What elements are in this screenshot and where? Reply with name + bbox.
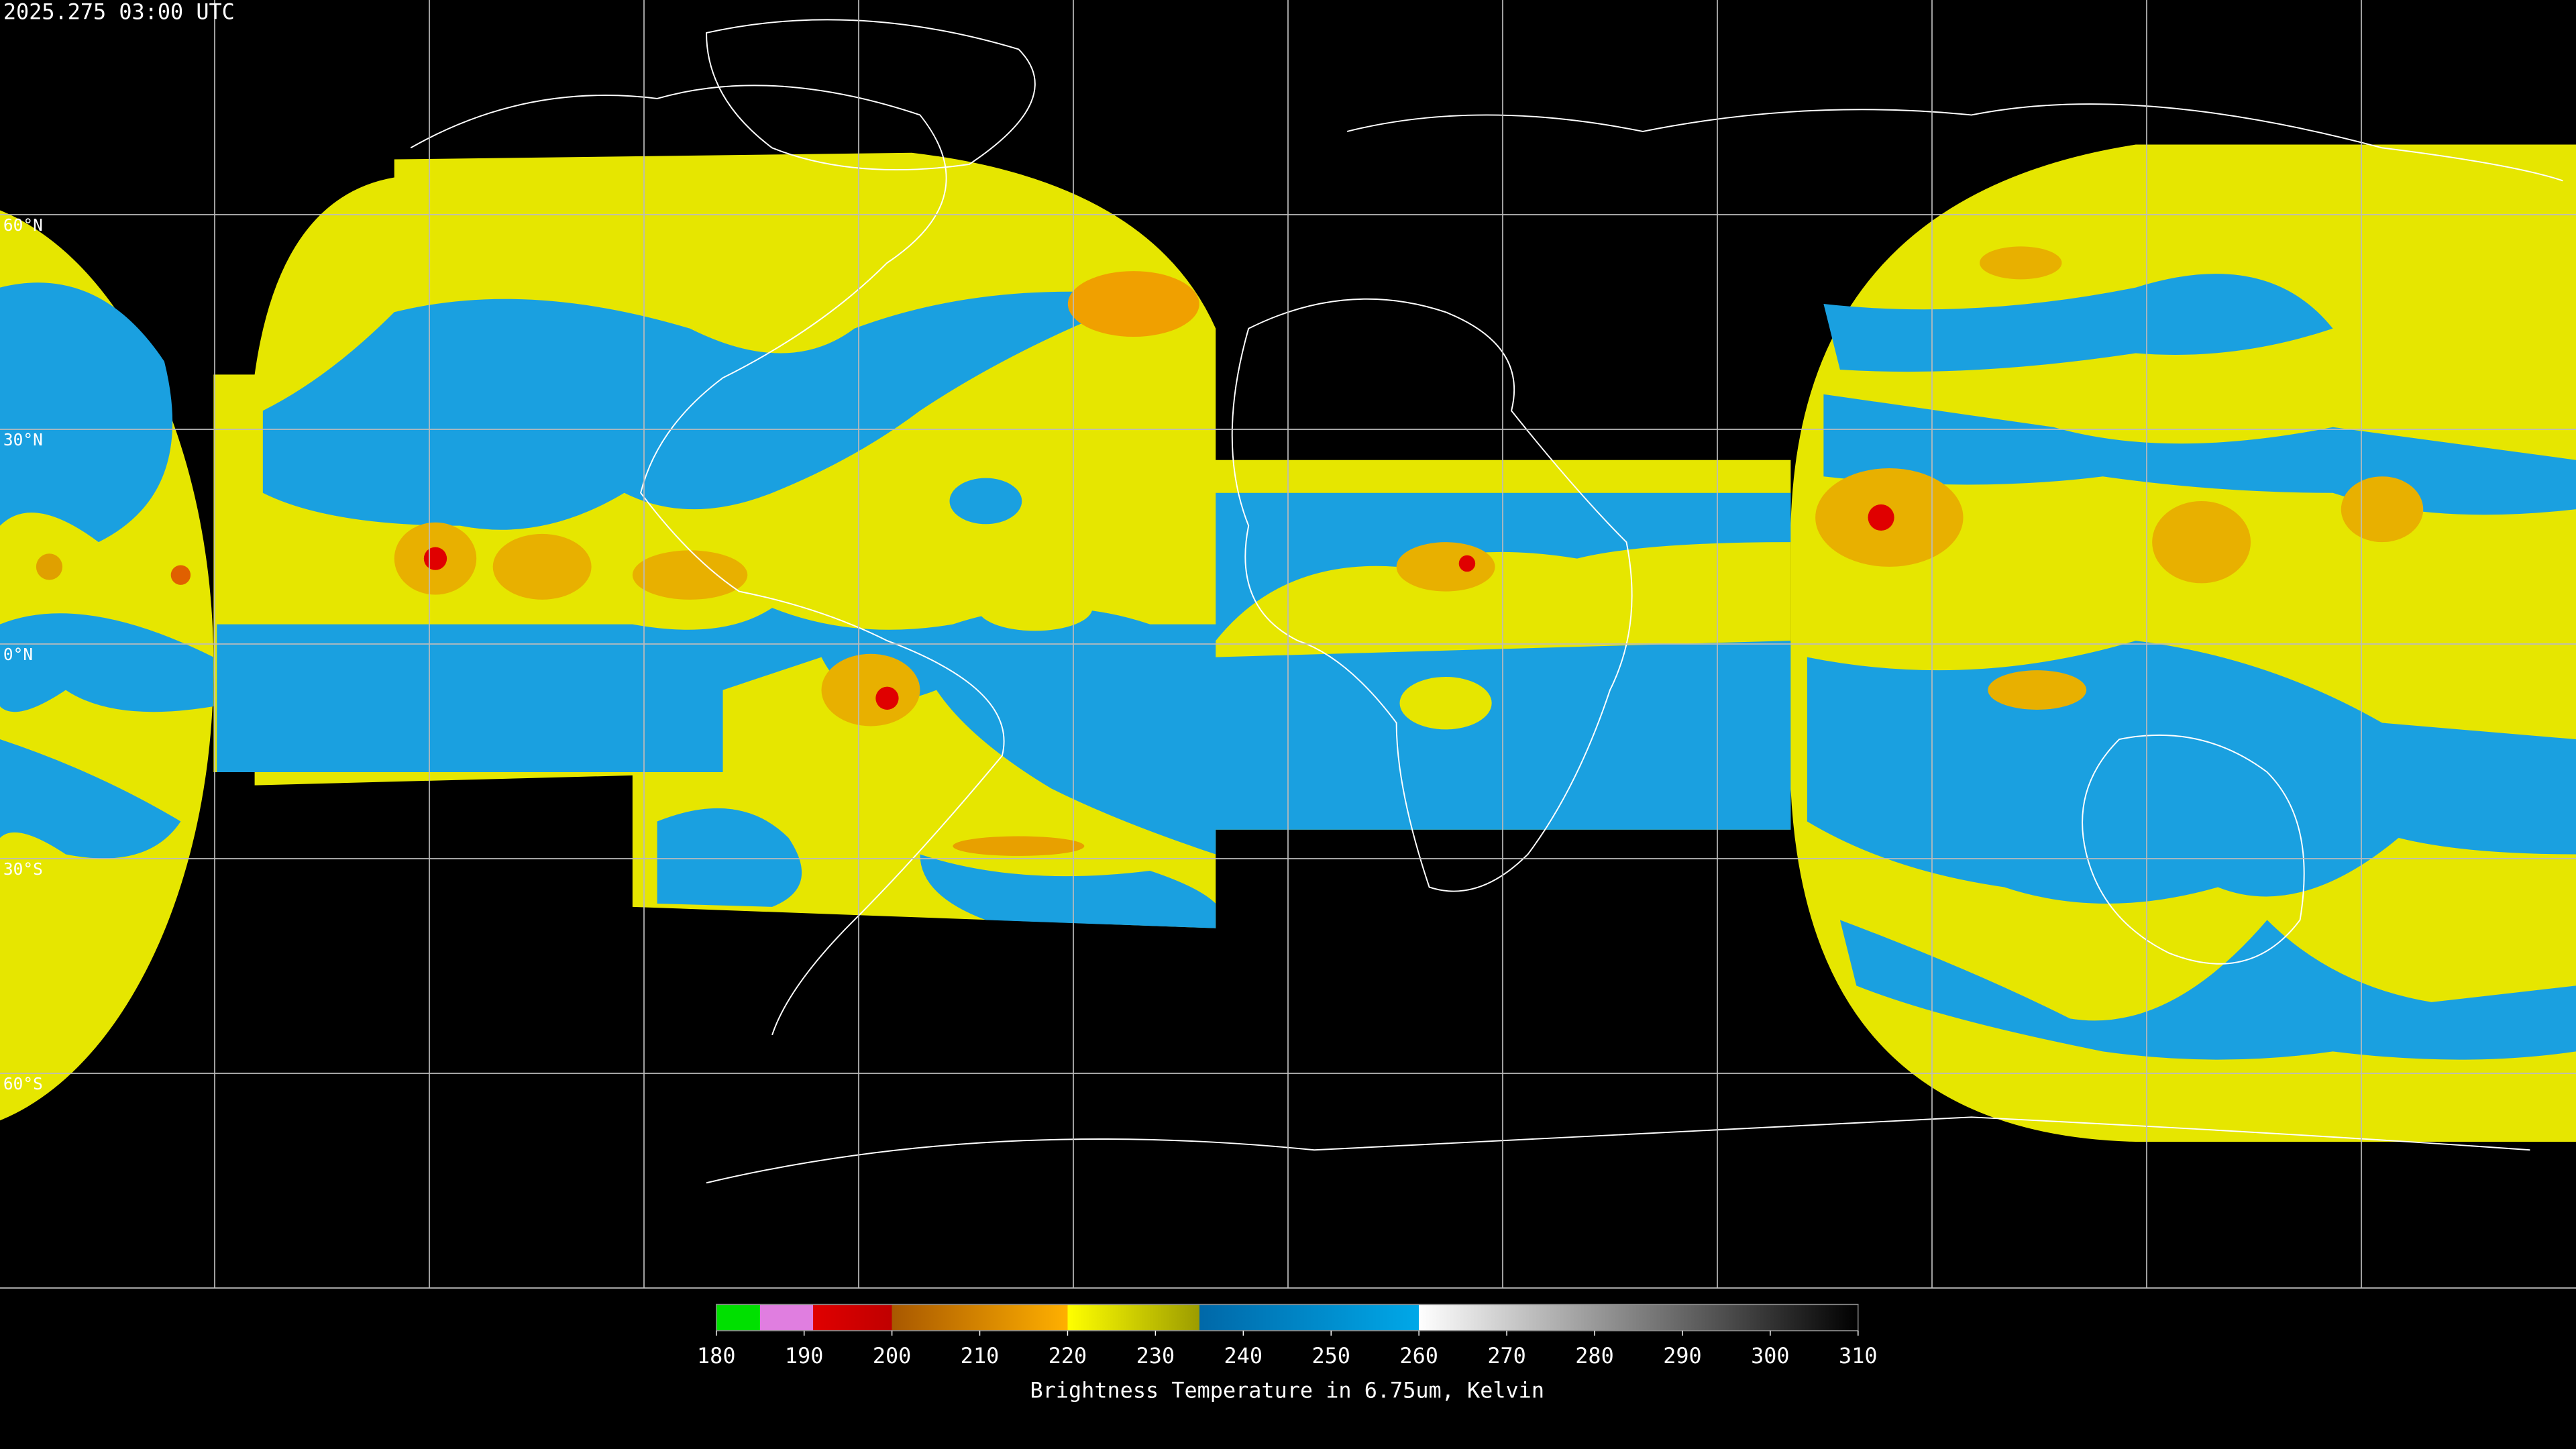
latitude-label: 30°N: [3, 430, 43, 449]
latitude-label: 60°S: [3, 1074, 43, 1093]
colorbar-tick-label: 270: [1487, 1343, 1526, 1368]
colorbar-tick-label: 200: [873, 1343, 912, 1368]
coastlines: [410, 19, 2563, 1184]
left-satellite-disk: [0, 210, 214, 1121]
colorbar-title: Brightness Temperature in 6.75um, Kelvin: [1030, 1377, 1545, 1403]
colorbar-tick-label: 280: [1575, 1343, 1614, 1368]
colorbar-tick-label: 300: [1751, 1343, 1789, 1368]
colorbar-tick-label: 260: [1399, 1343, 1438, 1368]
latitude-label: 60°N: [3, 215, 43, 235]
colorbar-tick-label: 190: [785, 1343, 824, 1368]
latitude-labels: 60°N 30°N 0°N 30°S 60°S: [3, 215, 43, 1093]
timestamp: 2025.275 03:00 UTC: [3, 0, 235, 25]
colorbar-tick-label: 240: [1224, 1343, 1263, 1368]
colorbar-tick-label: 290: [1663, 1343, 1702, 1368]
colorbar-tick-label: 310: [1839, 1343, 1877, 1368]
graticule: [0, 0, 2576, 1289]
colorbar: 180 190 200 210 220 230 240 250 260 270 280 290 300 3…: [697, 1303, 1878, 1403]
colorbar-bar: [716, 1303, 1859, 1332]
colorbar-tick-label: 210: [961, 1343, 1000, 1368]
colorbar-tick-label: 230: [1136, 1343, 1175, 1368]
colorbar-tick-label: 250: [1311, 1343, 1350, 1368]
colorbar-tick-label: 220: [1049, 1343, 1087, 1368]
right-satellite-disk: [1790, 144, 2576, 1142]
latitude-label: 0°N: [3, 645, 33, 664]
latitude-label: 30°S: [3, 859, 43, 879]
colorbar-tick-label: 180: [697, 1343, 736, 1368]
